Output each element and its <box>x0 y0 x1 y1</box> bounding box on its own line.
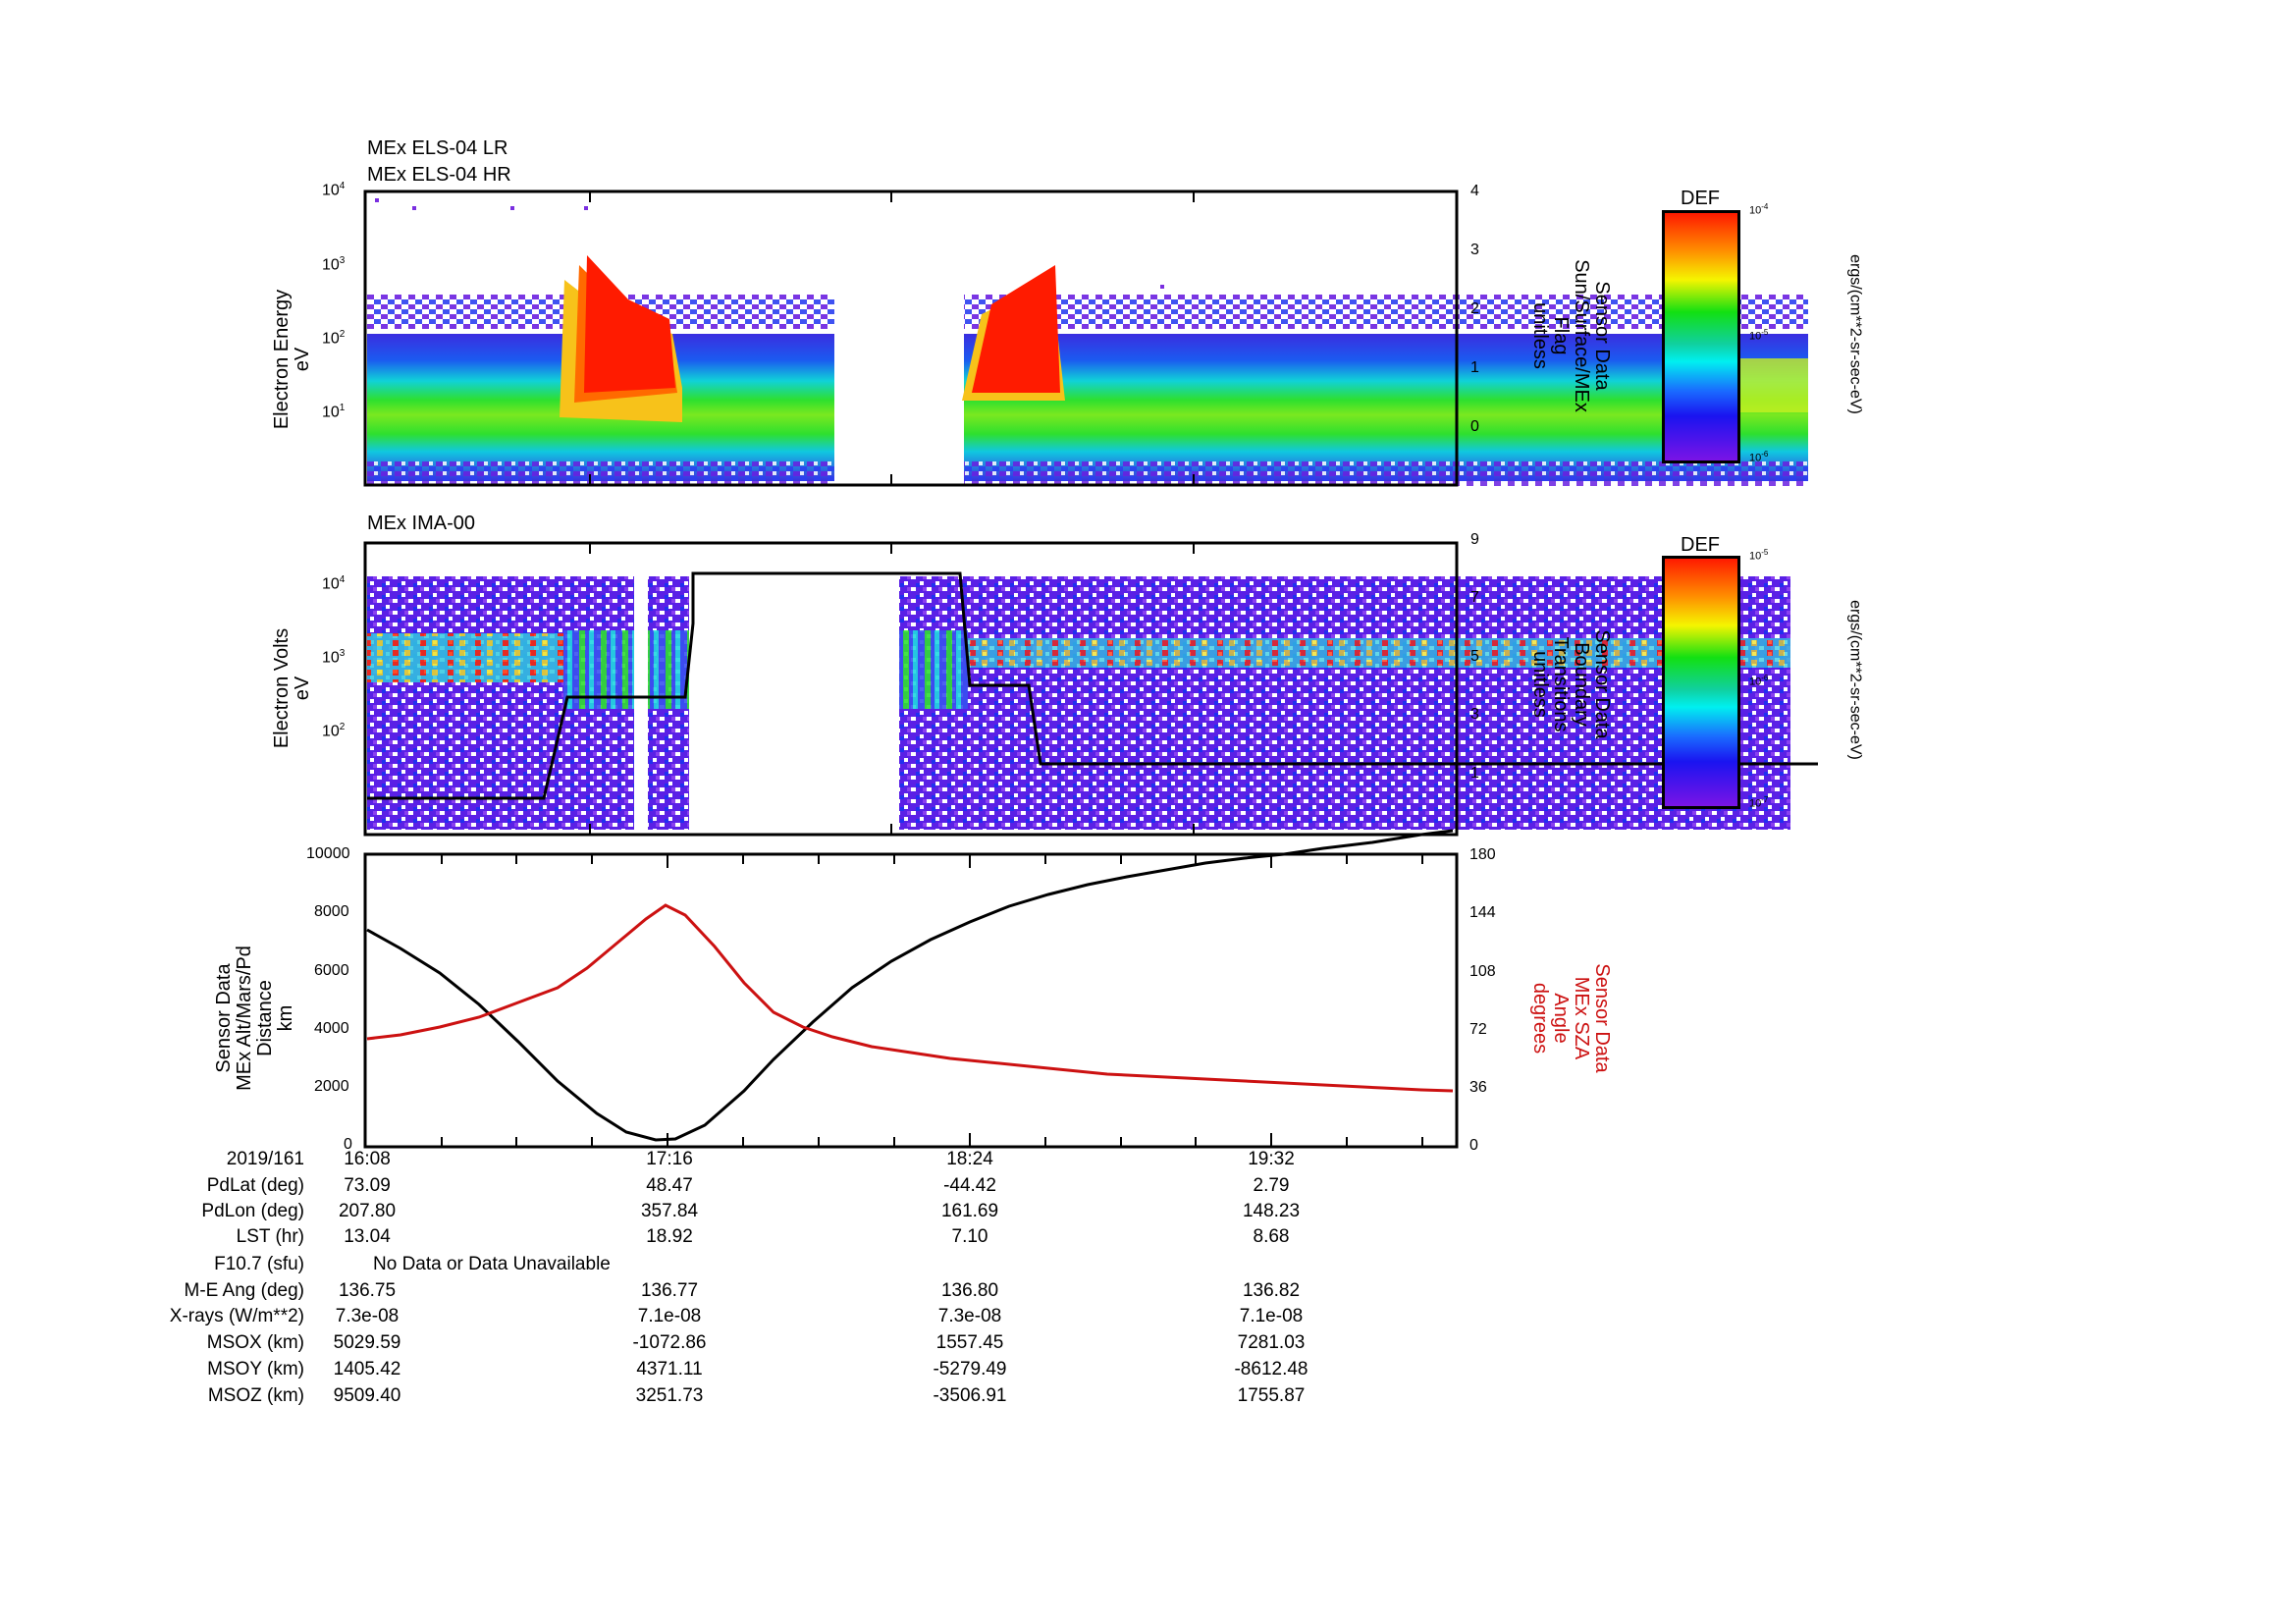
table-row-label: MSOZ (km) <box>207 1385 304 1406</box>
table-cell: 7.3e-08 <box>937 1306 1002 1326</box>
table-cell: -8612.48 <box>1234 1359 1308 1380</box>
panel3-ytick: 0 <box>344 1136 352 1153</box>
panel1-right-ytick: 1 <box>1470 359 1479 376</box>
table-cell: 136.80 <box>940 1280 999 1301</box>
panel2-right-ylabel: Sensor Data Boundary Transitions unitles… <box>1529 629 1613 739</box>
table-row-label: M-E Ang (deg) <box>184 1280 305 1301</box>
table-cell: 7.10 <box>951 1226 988 1247</box>
table-cell: 7.1e-08 <box>637 1306 702 1326</box>
panel1-right-ytick: 2 <box>1470 300 1479 317</box>
table-note: No Data or Data Unavailable <box>373 1254 611 1274</box>
panel3-ytick: 6000 <box>314 962 349 979</box>
table-cell: 1557.45 <box>935 1332 1004 1353</box>
panel3-ytick: 8000 <box>314 903 349 920</box>
panel2-frame <box>363 541 1459 837</box>
table-cell: 13.04 <box>344 1226 391 1247</box>
table-cell: 207.80 <box>338 1201 397 1221</box>
panel2-ytick: 103 <box>322 648 346 667</box>
panel2-spectrogram <box>367 571 1818 830</box>
table-cell: 136.77 <box>640 1280 699 1301</box>
panel1-right-ytick: 0 <box>1470 418 1479 435</box>
table-cell: 9509.40 <box>333 1385 401 1406</box>
table-cell: 1405.42 <box>333 1359 401 1380</box>
table-cell: 136.82 <box>1242 1280 1301 1301</box>
table-cell: -44.42 <box>943 1175 996 1196</box>
table-cell: 1755.87 <box>1237 1385 1306 1406</box>
table-cell: 7.3e-08 <box>335 1306 400 1326</box>
colorbar2-units: ergs/(cm**2-sr-sec-eV) <box>1846 600 1864 760</box>
table-cell: 161.69 <box>940 1201 999 1221</box>
table-row-label: LST (hr) <box>236 1226 304 1247</box>
panel2-ytick: 104 <box>322 574 346 593</box>
panel3-ytick: 4000 <box>314 1020 349 1037</box>
panel1-right-ylabel: Sensor Data Sun/Surface/MEx Flag unitles… <box>1529 259 1613 412</box>
colorbar2-top: 10-5 <box>1749 548 1769 563</box>
table-time: 19:32 <box>1248 1149 1295 1169</box>
colorbar2 <box>1662 556 1740 809</box>
table-cell: -5279.49 <box>933 1359 1007 1380</box>
colorbar1-mid: 10-5 <box>1749 328 1769 343</box>
table-cell: -3506.91 <box>933 1385 1007 1406</box>
panel2-right-ytick: 5 <box>1470 648 1479 665</box>
colorbar1-top: 10-4 <box>1749 202 1769 217</box>
table-cell: 48.47 <box>646 1175 693 1196</box>
panel3-right-ytick: 108 <box>1469 963 1496 980</box>
panel1-frame <box>363 189 1459 487</box>
table-cell: -1072.86 <box>632 1332 707 1353</box>
table-cell: 73.09 <box>344 1175 391 1196</box>
table-date: 2019/161 <box>226 1149 304 1169</box>
table-cell: 7.1e-08 <box>1239 1306 1304 1326</box>
panel2-right-ytick: 3 <box>1470 706 1479 723</box>
colorbar2-mid: 10-6 <box>1749 674 1769 688</box>
table-row-label: PdLon (deg) <box>201 1201 304 1221</box>
panel3-right-ytick: 36 <box>1469 1079 1487 1096</box>
panel1-ytick: 103 <box>322 255 346 274</box>
panel1-right-ytick: 4 <box>1470 183 1479 199</box>
panel2-title: MEx IMA-00 <box>367 513 476 534</box>
colorbar1-units: ergs/(cm**2-sr-sec-eV) <box>1846 254 1864 414</box>
table-row-label: PdLat (deg) <box>206 1175 304 1196</box>
panel1-title-lr: MEx ELS-04 LR <box>367 137 508 159</box>
panel1-title-hr: MEx ELS-04 HR <box>367 164 511 186</box>
table-cell: 8.68 <box>1253 1226 1290 1247</box>
panel3-ytick: 10000 <box>306 845 350 862</box>
table-cell: 357.84 <box>640 1201 699 1221</box>
table-row-label: MSOX (km) <box>206 1332 304 1353</box>
panel2-right-ytick: 1 <box>1470 765 1479 782</box>
panel2-right-ytick: 9 <box>1470 531 1479 548</box>
panel3-right-ytick: 144 <box>1469 904 1496 921</box>
table-cell: 2.79 <box>1253 1175 1290 1196</box>
colorbar1 <box>1662 210 1740 463</box>
table-row-label: X-rays (W/m**2) <box>169 1306 304 1326</box>
table-cell: 18.92 <box>646 1226 693 1247</box>
colorbar2-title: DEF <box>1681 534 1720 556</box>
panel3-right-ytick: 180 <box>1469 846 1496 863</box>
table-cell: 7281.03 <box>1237 1332 1306 1353</box>
panel3-ytick: 2000 <box>314 1078 349 1095</box>
table-time: 16:08 <box>344 1149 391 1169</box>
table-row-label: MSOY (km) <box>207 1359 304 1380</box>
colorbar1-title: DEF <box>1681 188 1720 209</box>
panel3-right-ytick: 0 <box>1469 1137 1478 1154</box>
table-cell: 148.23 <box>1242 1201 1301 1221</box>
table-cell: 3251.73 <box>635 1385 704 1406</box>
table-time: 18:24 <box>946 1149 993 1169</box>
panel2-right-ytick: 7 <box>1470 589 1479 606</box>
table-time: 17:16 <box>646 1149 693 1169</box>
table-cell: 4371.11 <box>636 1359 703 1380</box>
colorbar2-bottom: 10-7 <box>1749 795 1769 810</box>
panel1-ytick: 102 <box>322 329 346 348</box>
table-row-label: F10.7 (sfu) <box>214 1254 304 1274</box>
panel2-ytick: 102 <box>322 722 346 740</box>
panel3-right-ylabel: Sensor Data MEx SZA Angle degrees <box>1529 963 1613 1073</box>
table-cell: 136.75 <box>338 1280 397 1301</box>
panel3-plot <box>363 829 1459 1149</box>
table-cell: 5029.59 <box>333 1332 401 1353</box>
panel3-right-ytick: 72 <box>1469 1021 1487 1038</box>
panel1-ytick: 104 <box>322 181 346 199</box>
panel1-ytick: 101 <box>322 403 346 421</box>
panel1-right-ytick: 3 <box>1470 242 1479 258</box>
colorbar1-bottom: 10-6 <box>1749 450 1769 464</box>
